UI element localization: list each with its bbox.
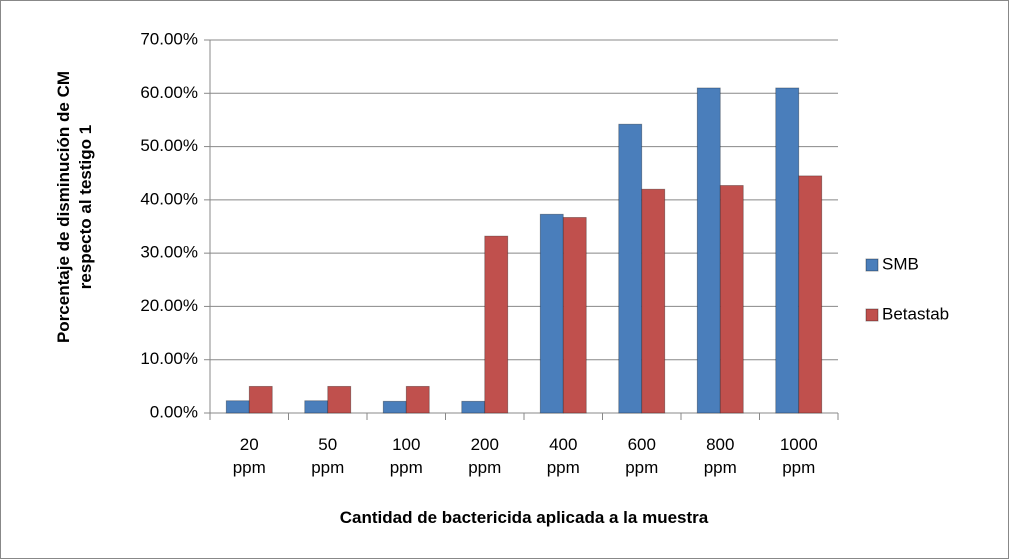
y-tick-label: 50.00% <box>140 136 198 155</box>
y-tick-label: 30.00% <box>140 243 198 262</box>
y-axis-title: Porcentaje de disminución de CM respecto… <box>54 70 95 344</box>
legend-label: Betastab <box>882 304 949 323</box>
y-tick-label: 20.00% <box>140 296 198 315</box>
x-tick-label: 50 ppm <box>311 435 345 477</box>
bar <box>248 385 273 414</box>
bar <box>562 217 587 414</box>
x-tick-label: 800 ppm <box>703 435 737 477</box>
bar <box>618 123 643 414</box>
x-axis-title: Cantidad de bactericida aplicada a la mu… <box>339 508 709 527</box>
y-tick-label: 0.00% <box>150 402 198 421</box>
bar <box>225 400 250 414</box>
x-tick-label: 600 ppm <box>625 435 659 477</box>
y-tick-label: 10.00% <box>140 349 198 368</box>
bar <box>775 87 800 414</box>
legend-label: SMB <box>882 254 919 273</box>
bar <box>798 175 823 414</box>
bar <box>719 185 744 414</box>
x-tick-label: 100 ppm <box>389 435 423 477</box>
bar <box>405 385 430 414</box>
legend-swatch <box>865 308 879 322</box>
bar <box>327 385 352 414</box>
x-tick-label: 20 ppm <box>232 435 266 477</box>
x-tick-label: 400 ppm <box>546 435 580 477</box>
bar <box>484 235 509 414</box>
y-tick-label: 70.00% <box>140 29 198 48</box>
bar <box>382 400 407 414</box>
x-tick-label: 1000 ppm <box>779 435 818 477</box>
x-tick-label: 200 ppm <box>468 435 502 477</box>
bar <box>539 213 564 414</box>
legend-swatch <box>865 258 879 272</box>
y-tick-label: 60.00% <box>140 83 198 102</box>
bar <box>461 400 486 414</box>
bar <box>304 400 329 414</box>
bar <box>641 188 666 414</box>
y-tick-label: 40.00% <box>140 189 198 208</box>
bar <box>696 87 721 414</box>
